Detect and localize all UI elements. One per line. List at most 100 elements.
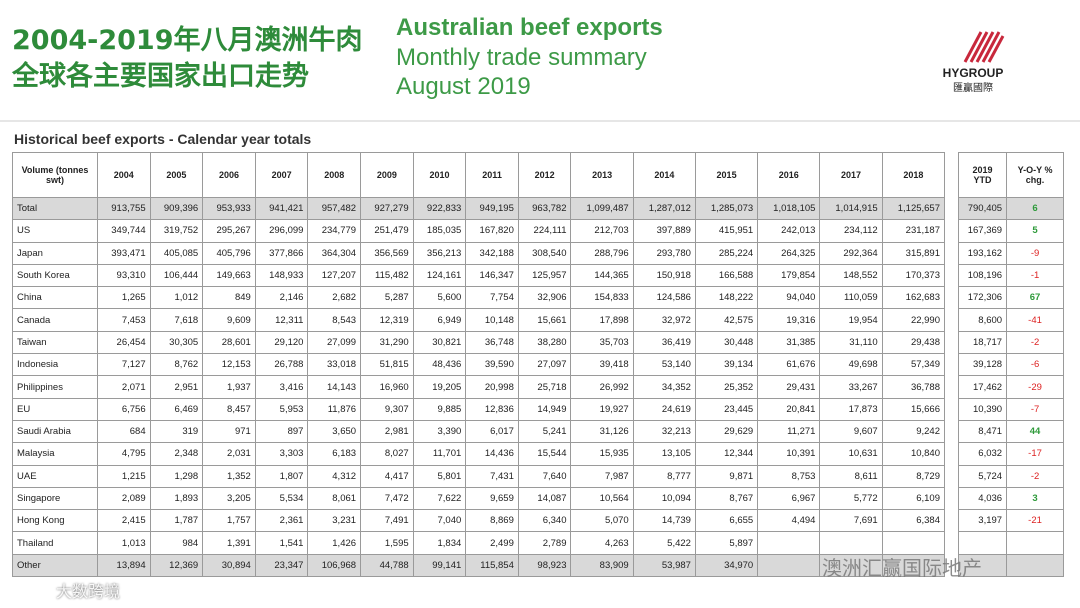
ytd-cell: 790,405 [957,196,1008,221]
ytd-cell: 3,197 [957,509,1008,533]
cell: 5,287 [360,286,414,310]
cell: 13,894 [97,553,151,578]
cell: 6,340 [517,509,572,533]
cell: 179,854 [757,263,821,288]
cell: 927,279 [360,196,414,221]
yoy-cell: 6 [1006,196,1064,221]
cell: 146,347 [465,263,519,288]
ytd-cell: 167,369 [957,219,1008,243]
cell: 356,213 [412,241,467,265]
cell: 5,070 [570,509,634,533]
table-row: 6,032 -17 [957,442,1064,466]
table-row: Taiwan 26,454 30,305 28,601 29,120 27,099 31,2… [12,330,946,355]
row-label: EU [12,397,98,421]
cell: 83,909 [570,553,634,578]
cell: 61,676 [757,353,821,377]
ytd-cell [957,531,1008,555]
cell: 849 [202,286,256,310]
cell: 57,349 [881,353,946,377]
cell: 53,140 [632,353,696,377]
cell: 12,153 [202,353,256,377]
cell: 39,418 [570,353,634,377]
cell: 909,396 [149,196,204,221]
table-row: Other 13,894 12,369 30,894 23,347 106,968 44,7… [12,553,946,578]
row-label: US [12,219,98,243]
cell: 14,739 [632,509,696,533]
column-header: 2013 [570,152,634,198]
table-caption: Historical beef exports - Calendar year … [14,131,312,147]
cell: 7,691 [819,509,883,533]
cell: 10,094 [632,486,696,511]
cell: 150,918 [632,263,696,288]
cell: 170,373 [881,263,946,288]
cell: 1,541 [254,531,309,555]
cell: 6,469 [149,397,204,421]
column-header: 2010 [412,152,467,198]
cell: 1,426 [307,531,362,555]
cell: 26,788 [254,353,309,377]
cell: 115,482 [360,263,414,288]
cell: 127,207 [307,263,362,288]
ytd-cell: 172,306 [957,286,1008,310]
cell: 3,205 [202,486,256,511]
cell: 288,796 [570,241,634,265]
cell: 8,869 [465,509,519,533]
cell: 14,087 [517,486,572,511]
cell: 20,998 [465,375,519,399]
ytd-cell: 18,717 [957,330,1008,355]
cell: 5,241 [517,419,572,444]
main-table: Volume (tonnes swt) 2004 2005 2006 2007 2008 2… [12,152,946,578]
cell: 9,307 [360,397,414,421]
cell: 342,188 [465,241,519,265]
cell: 10,840 [881,442,946,466]
cell: 124,586 [632,286,696,310]
table-row: 8,471 44 [957,419,1064,444]
cell: 242,013 [757,219,821,243]
cell: 17,898 [570,308,634,332]
cell: 405,796 [202,241,256,265]
header: 2004-2019年八月澳洲牛肉 全球各主要国家出口走势 Australian … [0,0,1080,118]
cell: 377,866 [254,241,309,265]
cell: 30,448 [694,330,759,355]
cell: 27,097 [517,353,572,377]
cell: 32,906 [517,286,572,310]
cell: 6,949 [412,308,467,332]
column-header: 2009 [360,152,414,198]
cell: 285,224 [694,241,759,265]
cell: 34,352 [632,375,696,399]
cell: 6,017 [465,419,519,444]
cell: 17,873 [819,397,883,421]
cell [819,531,883,555]
row-label: Total [12,196,98,221]
cell: 2,071 [97,375,151,399]
cell: 7,640 [517,464,572,488]
cell: 8,027 [360,442,414,466]
cell: 33,018 [307,353,362,377]
cell: 7,618 [149,308,204,332]
yoy-cell: -9 [1006,241,1064,265]
cell: 29,438 [881,330,946,355]
cell: 1,595 [360,531,414,555]
cell: 20,841 [757,397,821,421]
column-header: 2019 YTD [957,152,1008,198]
ytd-cell: 17,462 [957,375,1008,399]
cell: 8,729 [881,464,946,488]
cell: 22,990 [881,308,946,332]
table-row: US 349,744 319,752 295,267 296,099 234,779 251… [12,219,946,243]
cell: 2,499 [465,531,519,555]
ytd-table: 2019 YTD Y-O-Y % chg. 790,405 6 167,369 5 193,… [957,152,1064,578]
cell: 941,421 [254,196,309,221]
cell: 393,471 [97,241,151,265]
cell: 4,417 [360,464,414,488]
ytd-cell: 6,032 [957,442,1008,466]
cell: 1,937 [202,375,256,399]
cell: 36,788 [881,375,946,399]
title-cn: 全球各主要国家出口走势 [12,61,309,92]
cell [819,553,883,578]
column-header: 2016 [757,152,821,198]
cell: 6,384 [881,509,946,533]
cell: 185,035 [412,219,467,243]
cell: 99,141 [412,553,467,578]
table-row: 18,717 -2 [957,330,1064,355]
title-cn: 2004-2019年八月澳洲牛肉 [12,25,363,56]
